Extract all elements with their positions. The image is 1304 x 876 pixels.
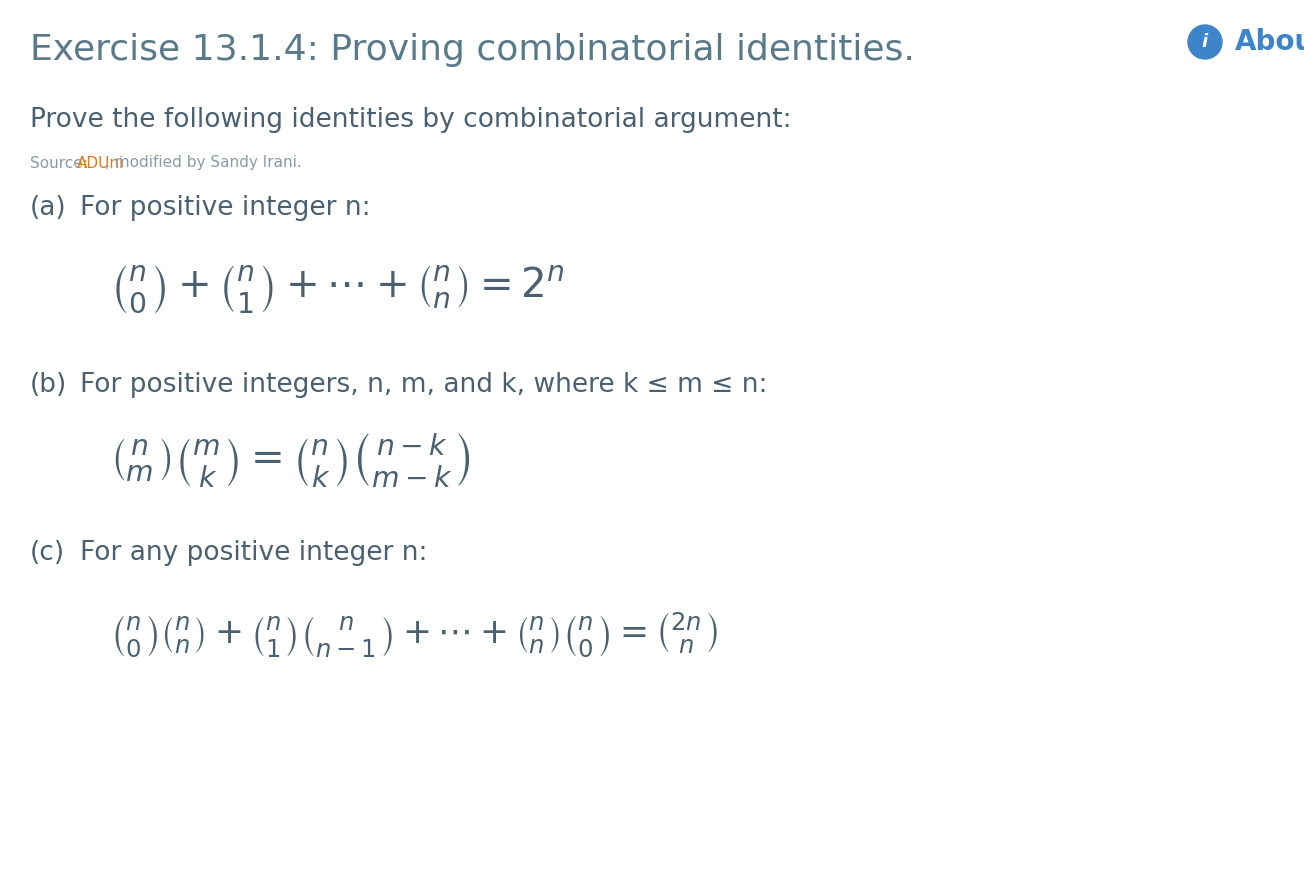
Text: , modified by Sandy Irani.: , modified by Sandy Irani.: [106, 156, 303, 171]
Text: (c): (c): [30, 540, 65, 566]
Text: For any positive integer n:: For any positive integer n:: [80, 540, 428, 566]
Text: Exercise 13.1.4: Proving combinatorial identities.: Exercise 13.1.4: Proving combinatorial i…: [30, 33, 915, 67]
Text: ADUni: ADUni: [77, 156, 124, 171]
Text: Prove the following identities by combinatorial argument:: Prove the following identities by combin…: [30, 107, 792, 133]
Text: $\binom{n}{0} + \binom{n}{1} + \cdots + \binom{n}{n} = 2^n$: $\binom{n}{0} + \binom{n}{1} + \cdots + …: [110, 264, 565, 316]
Text: For positive integer n:: For positive integer n:: [80, 195, 370, 221]
Text: For positive integers, n, m, and k, where k ≤ m ≤ n:: For positive integers, n, m, and k, wher…: [80, 372, 768, 398]
Text: $\binom{n}{m}\binom{m}{k} = \binom{n}{k}\binom{n-k}{m-k}$: $\binom{n}{m}\binom{m}{k} = \binom{n}{k}…: [110, 431, 471, 489]
Circle shape: [1188, 25, 1222, 59]
Text: (b): (b): [30, 372, 68, 398]
Text: (a): (a): [30, 195, 67, 221]
Text: i: i: [1202, 33, 1208, 51]
Text: About: About: [1235, 28, 1304, 56]
Text: Source:: Source:: [30, 156, 93, 171]
Text: $\binom{n}{0}\binom{n}{n} + \binom{n}{1}\binom{n}{n-1} + \cdots + \binom{n}{n}\b: $\binom{n}{0}\binom{n}{n} + \binom{n}{1}…: [110, 611, 719, 660]
